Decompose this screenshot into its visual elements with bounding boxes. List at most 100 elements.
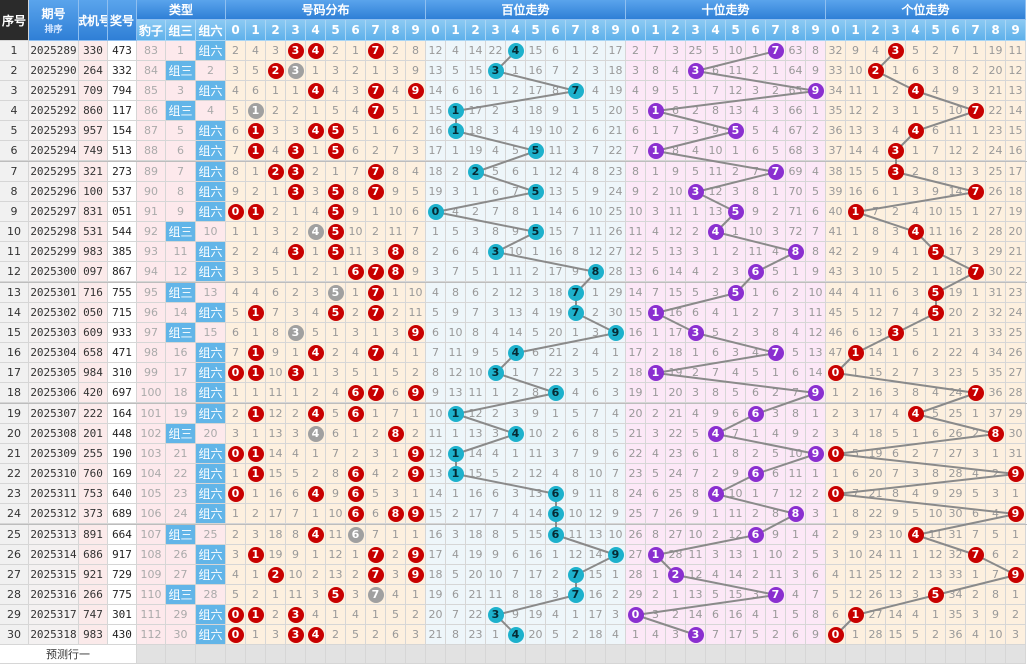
type-omission: 20	[196, 424, 226, 444]
predict-cell[interactable]	[946, 645, 966, 664]
predict-cell[interactable]	[846, 645, 866, 664]
position-omission: 3	[886, 383, 906, 403]
number-ball: 7	[767, 344, 784, 361]
predict-cell[interactable]	[366, 645, 386, 664]
predict-cell[interactable]	[866, 645, 886, 664]
predict-cell[interactable]	[606, 645, 626, 664]
predict-cell[interactable]	[766, 645, 786, 664]
predict-cell[interactable]	[446, 645, 466, 664]
predict-cell[interactable]	[586, 645, 606, 664]
predict-cell[interactable]	[806, 645, 826, 664]
position-omission: 17	[626, 343, 646, 363]
predict-cell[interactable]	[986, 645, 1006, 664]
position-omission: 30	[1006, 424, 1026, 444]
predict-cell[interactable]	[646, 645, 666, 664]
position-omission: 10	[806, 283, 826, 303]
predict-cell[interactable]	[546, 645, 566, 664]
header-type-col: 豹子	[137, 20, 166, 41]
position-omission: 1	[646, 565, 666, 585]
row-seq: 8	[0, 182, 29, 202]
position-omission: 10	[586, 464, 606, 484]
row-issue: 2025312	[29, 504, 79, 524]
number-ball: 5	[927, 243, 944, 260]
predict-cell[interactable]	[826, 645, 846, 664]
dist-omission: 2	[286, 101, 306, 121]
number-ball: 4	[507, 344, 524, 361]
dist-ball: 9	[406, 504, 426, 524]
sort-button[interactable]: 排序	[44, 25, 63, 35]
predict-cell[interactable]	[666, 645, 686, 664]
position-omission: 4	[606, 625, 626, 645]
dist-omission: 13	[326, 565, 346, 585]
position-omission: 9	[526, 404, 546, 424]
row-test-number: 831	[79, 202, 108, 222]
position-omission: 11	[586, 484, 606, 504]
predict-cell[interactable]	[626, 645, 646, 664]
dist-omission: 5	[326, 404, 346, 424]
position-omission: 9	[946, 81, 966, 101]
position-omission: 4	[766, 424, 786, 444]
position-omission: 15	[466, 464, 486, 484]
dist-omission: 3	[226, 61, 246, 81]
predict-cell[interactable]	[286, 645, 306, 664]
predict-cell[interactable]	[137, 645, 166, 664]
predict-cell[interactable]	[526, 645, 546, 664]
predict-cell[interactable]	[466, 645, 486, 664]
predict-cell[interactable]	[426, 645, 446, 664]
predict-cell[interactable]	[566, 645, 586, 664]
position-omission: 12	[526, 464, 546, 484]
predict-cell[interactable]	[196, 645, 226, 664]
position-omission: 3	[846, 404, 866, 424]
predict-cell[interactable]	[726, 645, 746, 664]
dist-omission: 1	[326, 323, 346, 343]
predict-cell[interactable]	[486, 645, 506, 664]
position-ball: 6	[546, 484, 566, 504]
predict-cell[interactable]	[966, 645, 986, 664]
position-omission: 15	[866, 363, 886, 383]
dist-ball: 1	[246, 363, 266, 383]
type-omission: 98	[137, 343, 166, 363]
position-omission: 2	[766, 625, 786, 645]
predict-cell[interactable]	[1006, 645, 1026, 664]
predict-cell[interactable]	[906, 645, 926, 664]
position-ball: 4	[906, 81, 926, 101]
predict-cell[interactable]	[326, 645, 346, 664]
position-omission: 33	[946, 565, 966, 585]
number-ball: 7	[367, 163, 384, 180]
position-ball: 1	[446, 121, 466, 141]
predict-cell[interactable]	[886, 645, 906, 664]
predict-cell[interactable]	[386, 645, 406, 664]
dist-ball: 9	[406, 464, 426, 484]
predict-cell[interactable]	[406, 645, 426, 664]
position-omission: 36	[986, 383, 1006, 403]
predict-row-label[interactable]: 预测行一	[0, 645, 137, 664]
position-ball: 3	[486, 61, 506, 81]
position-ball: 9	[806, 81, 826, 101]
position-omission: 1	[886, 343, 906, 363]
predict-cell[interactable]	[746, 645, 766, 664]
number-ball: 5	[927, 304, 944, 321]
position-omission: 7	[906, 363, 926, 383]
predict-cell[interactable]	[306, 645, 326, 664]
number-ball: 4	[307, 405, 324, 422]
dist-ball: 0	[226, 363, 246, 383]
predict-cell[interactable]	[346, 645, 366, 664]
header-issue[interactable]: 期号 排序	[29, 0, 79, 41]
row-test-number: 957	[79, 121, 108, 141]
dist-omission: 6	[326, 424, 346, 444]
position-omission: 13	[426, 61, 446, 81]
predict-cell[interactable]	[686, 645, 706, 664]
position-ball: 6	[746, 525, 766, 545]
predict-cell[interactable]	[166, 645, 196, 664]
predict-cell[interactable]	[706, 645, 726, 664]
position-omission: 11	[706, 162, 726, 182]
predict-cell[interactable]	[786, 645, 806, 664]
predict-cell[interactable]	[226, 645, 246, 664]
position-omission: 4	[646, 625, 666, 645]
predict-cell[interactable]	[246, 645, 266, 664]
predict-cell[interactable]	[506, 645, 526, 664]
predict-cell[interactable]	[266, 645, 286, 664]
predict-cell[interactable]	[926, 645, 946, 664]
dist-omission: 10	[266, 363, 286, 383]
position-omission: 35	[946, 605, 966, 625]
